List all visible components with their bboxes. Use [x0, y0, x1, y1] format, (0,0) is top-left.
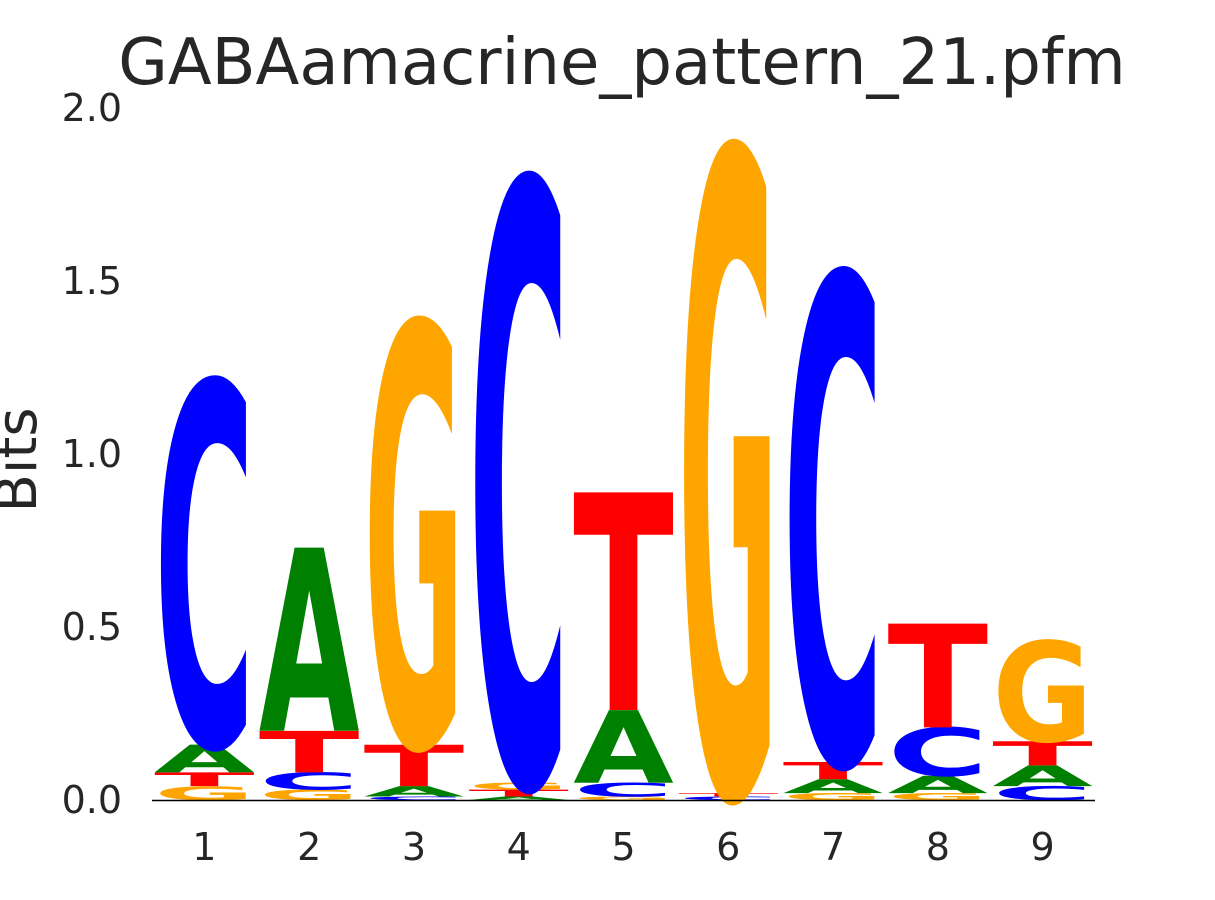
x-tick-label: 8 — [926, 825, 950, 869]
logo-letter-C-pos-8: C — [888, 715, 989, 792]
logo-letter-A-pos-3: A — [364, 783, 465, 800]
logo-letter-C-pos-9: C — [992, 783, 1093, 805]
logo-letter-G-pos-7: G — [783, 791, 884, 802]
logo-letter-C-pos-7: C — [783, 141, 884, 900]
y-tick-label: 0.5 — [62, 605, 122, 649]
logo-letter-G-pos-9: G — [992, 613, 1093, 773]
logo-letter-T-pos-1: T — [154, 768, 255, 790]
logo-letter-G-pos-8: G — [888, 791, 989, 802]
logo-letter-C-pos-5: C — [573, 779, 674, 801]
logo-letter-G-pos-1: G — [154, 782, 255, 804]
logo-letter-G-pos-6: G — [678, 0, 779, 900]
y-axis-label: Bits — [0, 407, 50, 512]
x-tick-label: 2 — [297, 825, 321, 869]
logo-letter-G-pos-5: G — [573, 796, 674, 801]
chart-title: GABAamacrine_pattern_21.pfm — [118, 26, 1126, 100]
x-tick-label: 1 — [192, 825, 216, 869]
logo-letter-C-pos-1: C — [154, 284, 255, 863]
logo-letter-T-pos-9: T — [992, 735, 1093, 773]
logo-letter-C-pos-4: C — [468, 18, 569, 900]
x-tick-label: 9 — [1031, 825, 1055, 869]
y-tick-label: 1.5 — [62, 259, 122, 303]
x-tick-label: 4 — [507, 825, 531, 869]
x-tick-label: 7 — [821, 825, 845, 869]
y-tick-label: 1.0 — [62, 432, 122, 476]
y-tick-label: 0.0 — [62, 778, 122, 822]
x-axis-ticks: 1 2 3 4 5 6 7 8 9 — [192, 825, 1054, 869]
logo-letter-A-pos-9: A — [992, 760, 1093, 793]
logo-letter-C-pos-2: C — [259, 768, 360, 795]
logo-letter-T-pos-8: T — [888, 597, 989, 762]
x-tick-label: 6 — [716, 825, 740, 869]
logo-letter-C-pos-3: C — [364, 796, 465, 802]
logo-letter-T-pos-3: T — [364, 734, 465, 800]
logo-letter-G-pos-4: G — [468, 781, 569, 792]
logo-letter-A-pos-5: A — [573, 692, 674, 807]
logo-letter-A-pos-1: A — [154, 737, 255, 781]
logo-letter-C-pos-6: C — [678, 796, 779, 802]
logo-letter-G-pos-3: G — [364, 208, 465, 882]
logo-letter-A-pos-4: A — [468, 796, 569, 802]
logo-letter-A-pos-2: A — [259, 498, 360, 791]
logo-letter-A-pos-8: A — [888, 771, 989, 799]
y-axis-ticks: 0.0 0.5 1.0 1.5 2.0 — [62, 86, 122, 822]
x-tick-label: 3 — [402, 825, 426, 869]
logo-letter-T-pos-2: T — [259, 720, 360, 786]
logo-letter-G-pos-2: G — [259, 787, 360, 804]
y-tick-label: 2.0 — [62, 86, 122, 130]
logo-letter-T-pos-7: T — [783, 757, 884, 785]
logo-letter-A-pos-7: A — [783, 776, 884, 798]
x-tick-label: 5 — [611, 825, 635, 869]
logo-letter-T-pos-5: T — [573, 432, 674, 781]
logo-letter-T-pos-6: T — [678, 792, 779, 798]
logo-letter-T-pos-4: T — [468, 788, 569, 799]
